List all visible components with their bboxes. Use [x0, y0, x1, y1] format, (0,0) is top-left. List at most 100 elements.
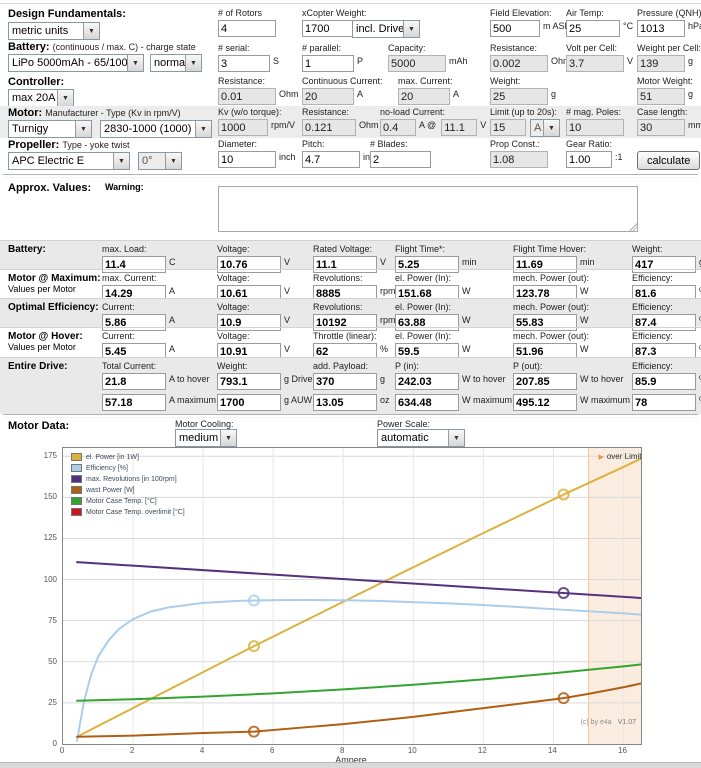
result-label: Voltage: — [217, 302, 250, 312]
x-axis-tick-label: 6 — [269, 746, 275, 755]
result-label: Voltage: — [217, 273, 250, 283]
y-axis-tick-label: 0 — [52, 739, 57, 748]
y-axis-tick-label: 25 — [48, 697, 57, 707]
result-unit: A — [169, 344, 176, 354]
efficiency-output — [632, 343, 696, 360]
mag-poles-input — [566, 119, 624, 136]
serial-cells-input[interactable] — [218, 55, 270, 72]
legend-color-chip-icon — [71, 508, 82, 516]
design-fundamentals-title: Design Fundamentals: — [8, 8, 126, 20]
x-axis-tick-label: 2 — [129, 746, 135, 755]
controller-weight-field: Weight: g — [490, 76, 556, 105]
battery-resistance-field: Resistance: Ohm — [490, 43, 571, 72]
result-row-subtitle: Values per Motor — [8, 342, 76, 352]
result-unit: W — [580, 286, 589, 296]
over-limit-label: ▶ over Limit — [598, 452, 642, 461]
weight-per-cell-input — [637, 55, 685, 72]
y-axis-tick-label: 175 — [43, 451, 57, 461]
xcopter-weight-input[interactable] — [302, 20, 356, 37]
result-row-title: Optimal Efficiency: — [8, 302, 99, 313]
controller-select[interactable]: max 20A ▼ — [8, 89, 74, 107]
charge-state-select[interactable]: normal ▼ — [150, 54, 202, 72]
units-select[interactable]: metric units ▼ — [8, 22, 100, 40]
result-unit: W to hover — [462, 374, 506, 384]
max-current-input — [398, 88, 450, 105]
result-label: add. Payload: — [313, 361, 369, 371]
legend-label: wast Power [W] — [86, 486, 135, 494]
bottom-scrollbar[interactable] — [0, 762, 701, 768]
motor-type-select[interactable]: 2830-1000 (1000) ▼ — [100, 120, 212, 138]
el-power-in-result: el. Power (In): W — [395, 273, 471, 302]
result-unit: min — [580, 257, 595, 267]
max-load-output — [102, 256, 166, 273]
legend-item: wast Power [W] — [71, 485, 185, 495]
motor-manufacturer-select[interactable]: Turnigy ▼ — [8, 120, 92, 138]
diameter-input[interactable] — [218, 151, 276, 168]
revolutions-output — [313, 314, 377, 331]
weight-output — [632, 256, 696, 273]
efficiency-output — [632, 373, 696, 390]
result-unit: W — [462, 286, 471, 296]
el-power-in-output — [395, 343, 459, 360]
air-temp-input[interactable] — [566, 20, 620, 37]
y-axis-tick-label: 150 — [43, 492, 57, 502]
weight-mode-select[interactable]: incl. Drive ▼ — [352, 20, 420, 38]
result-unit: A — [169, 315, 176, 325]
legend-item: el. Power [in 1W] — [71, 452, 185, 462]
propeller-type-select[interactable]: APC Electric E ▼ — [8, 152, 130, 170]
mech-power-out-output — [513, 285, 577, 302]
max-load-result: max. Load: C — [102, 244, 176, 273]
result-row-motor-maximum: Motor @ Maximum: Values per Motor max. Cur… — [0, 269, 701, 302]
limit-input — [490, 119, 526, 136]
result-unit: V — [284, 315, 291, 325]
yoke-twist-select[interactable]: 0° ▼ — [138, 152, 182, 170]
blades-input[interactable] — [370, 151, 431, 168]
result-unit: W — [462, 315, 471, 325]
top-divider — [0, 3, 701, 4]
case-length-input — [637, 119, 685, 136]
p-in-output — [395, 373, 459, 390]
case-length-field: Case length: mm — [637, 107, 701, 136]
pitch-input[interactable] — [302, 151, 360, 168]
rotors-input[interactable] — [218, 20, 276, 37]
el-power-in-output — [395, 285, 459, 302]
calculate-button[interactable]: calculate — [637, 151, 701, 170]
flight-time-hover-output — [513, 256, 577, 273]
warning-textarea[interactable] — [218, 186, 638, 232]
parallel-cells-input[interactable] — [302, 55, 354, 72]
y-axis-tick-label: 100 — [43, 574, 57, 584]
motor-weight-field: Motor Weight: g — [637, 76, 693, 105]
motor-row: Motor: Manufacturer - Type (Kv in rpm/V)… — [0, 106, 701, 138]
battery-type-select[interactable]: LiPo 5000mAh - 65/100C ▼ — [8, 54, 144, 72]
rotors-field: # of Rotors — [218, 8, 276, 37]
propeller-title: Propeller: Type - yoke twist — [8, 139, 130, 151]
result-row-title: Battery: — [8, 244, 46, 255]
mag-poles-field: # mag. Poles: — [566, 107, 624, 136]
result-row-title: Entire Drive: — [8, 361, 68, 372]
result-label: P (in): — [395, 361, 419, 371]
x-axis-title: Ampere — [335, 755, 367, 765]
controller-row: Controller: max 20A▼ Resistance: Ohm Con… — [0, 75, 701, 107]
result-unit: % — [699, 285, 701, 296]
result-unit: % — [699, 343, 701, 354]
p-out-result: P (out): W to hover W maximum — [513, 361, 630, 411]
resize-handle[interactable] — [629, 223, 637, 231]
total-current-result: Total Current: A to hover A maximum — [102, 361, 216, 411]
field-elevation-input[interactable] — [490, 20, 540, 37]
result-unit: g — [380, 374, 386, 384]
result-unit: rpm — [380, 315, 396, 325]
legend-label: el. Power [in 1W] — [86, 453, 139, 461]
weight-result: Weight: g Drive g AUW — [217, 361, 313, 411]
result-label: Weight: — [632, 244, 663, 254]
motor-cooling-select[interactable]: medium ▼ — [175, 429, 237, 447]
chart-legend: el. Power [in 1W] Efficiency [%] max. Revo… — [71, 452, 185, 518]
pressure-input[interactable] — [637, 20, 685, 37]
power-scale-select[interactable]: automatic ▼ — [377, 429, 465, 447]
legend-color-chip-icon — [71, 453, 82, 461]
gear-ratio-input[interactable] — [566, 151, 612, 168]
volt-per-cell-field: Volt per Cell: V — [566, 43, 633, 72]
result-label: Rated Voltage: — [313, 244, 373, 254]
result-label: Flight Time*: — [395, 244, 446, 254]
voltage-result: Voltage: V — [217, 244, 290, 273]
result-unit: V — [380, 257, 387, 267]
